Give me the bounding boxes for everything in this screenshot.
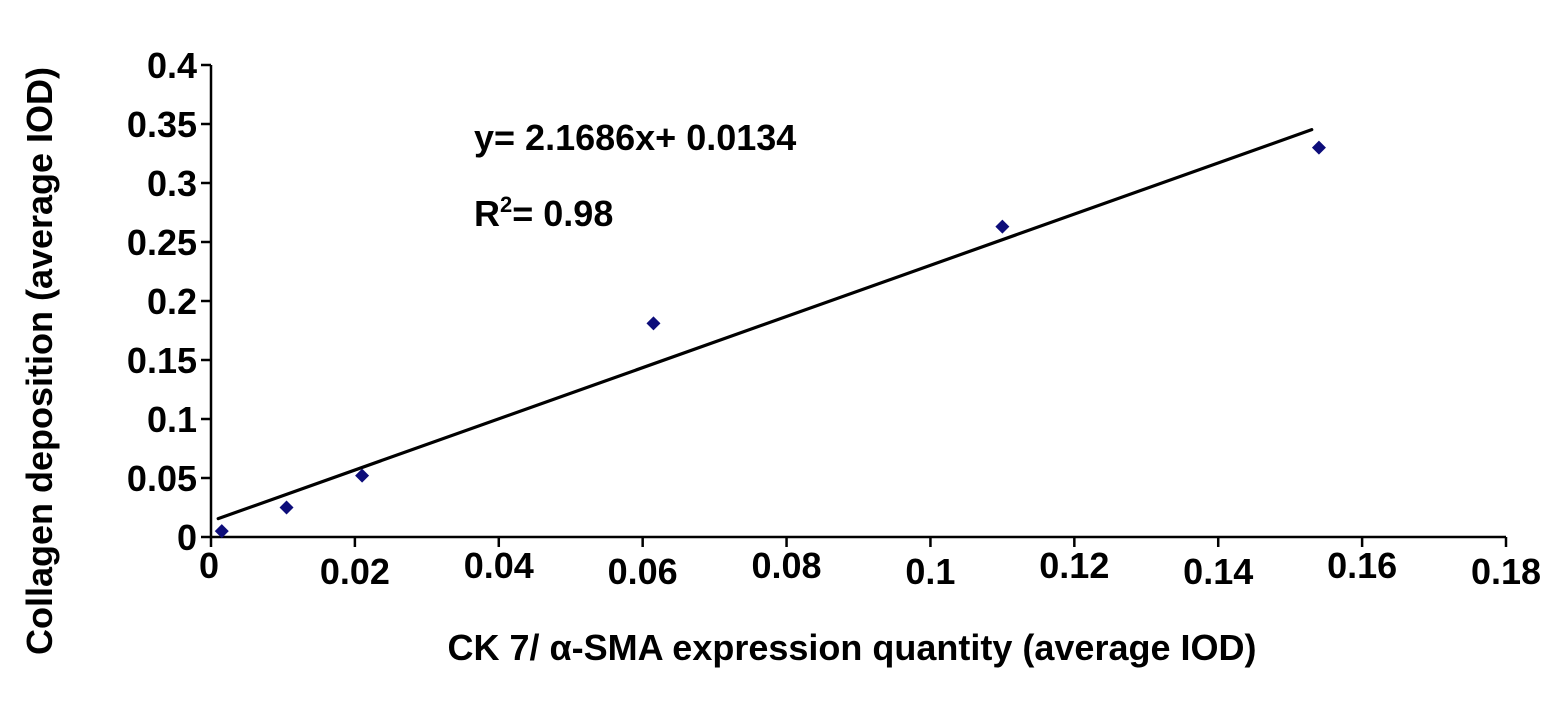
ticks: 0 0.05 0.1 0.15 0.2 0.25 0.3 0.35 0.4 0 0.02 0.04 0.…: [127, 45, 1541, 592]
data-point: [279, 500, 294, 515]
data-points: [214, 140, 1326, 539]
axes: [209, 65, 1506, 539]
data-point: [355, 468, 370, 483]
trendline-group: [216, 128, 1314, 521]
data-point: [995, 219, 1010, 234]
y-tick-label: 0.05: [127, 458, 197, 499]
x-tick-label: 0.04: [464, 545, 534, 586]
x-tick-label: 0.1: [905, 551, 955, 592]
y-tick-label: 0.2: [147, 281, 197, 322]
y-tick-label: 0.4: [147, 45, 197, 86]
data-point: [214, 524, 229, 539]
equation-annotation: y= 2.1686x+ 0.0134: [474, 117, 796, 158]
y-tick-label: 0.15: [127, 340, 197, 381]
y-tick-label: 0: [177, 517, 197, 558]
x-tick-label: 0.08: [752, 545, 822, 586]
r-squared-annotation: R2= 0.98: [474, 192, 613, 234]
data-point: [1311, 140, 1326, 155]
x-tick-label: 0.14: [1183, 551, 1253, 592]
x-tick-label: 0: [199, 545, 219, 586]
x-tick-label: 0.02: [320, 551, 390, 592]
r-squared-prefix: R: [474, 193, 500, 234]
trendline: [216, 128, 1314, 521]
y-tick-label: 0.25: [127, 222, 197, 263]
y-tick-label: 0.35: [127, 104, 197, 145]
y-axis-title: Collagen deposition (average IOD): [19, 67, 60, 655]
y-tick-label: 0.3: [147, 163, 197, 204]
x-tick-label: 0.12: [1039, 545, 1109, 586]
y-tick-label: 0.1: [147, 399, 197, 440]
r-squared-superscript: 2: [500, 192, 512, 217]
data-point: [646, 316, 661, 331]
x-tick-label: 0.16: [1327, 545, 1397, 586]
x-axis-title: CK 7/ α-SMA expression quantity (average…: [448, 627, 1257, 668]
r-squared-value: = 0.98: [512, 193, 613, 234]
x-tick-label: 0.18: [1471, 551, 1541, 592]
x-tick-label: 0.06: [608, 551, 678, 592]
